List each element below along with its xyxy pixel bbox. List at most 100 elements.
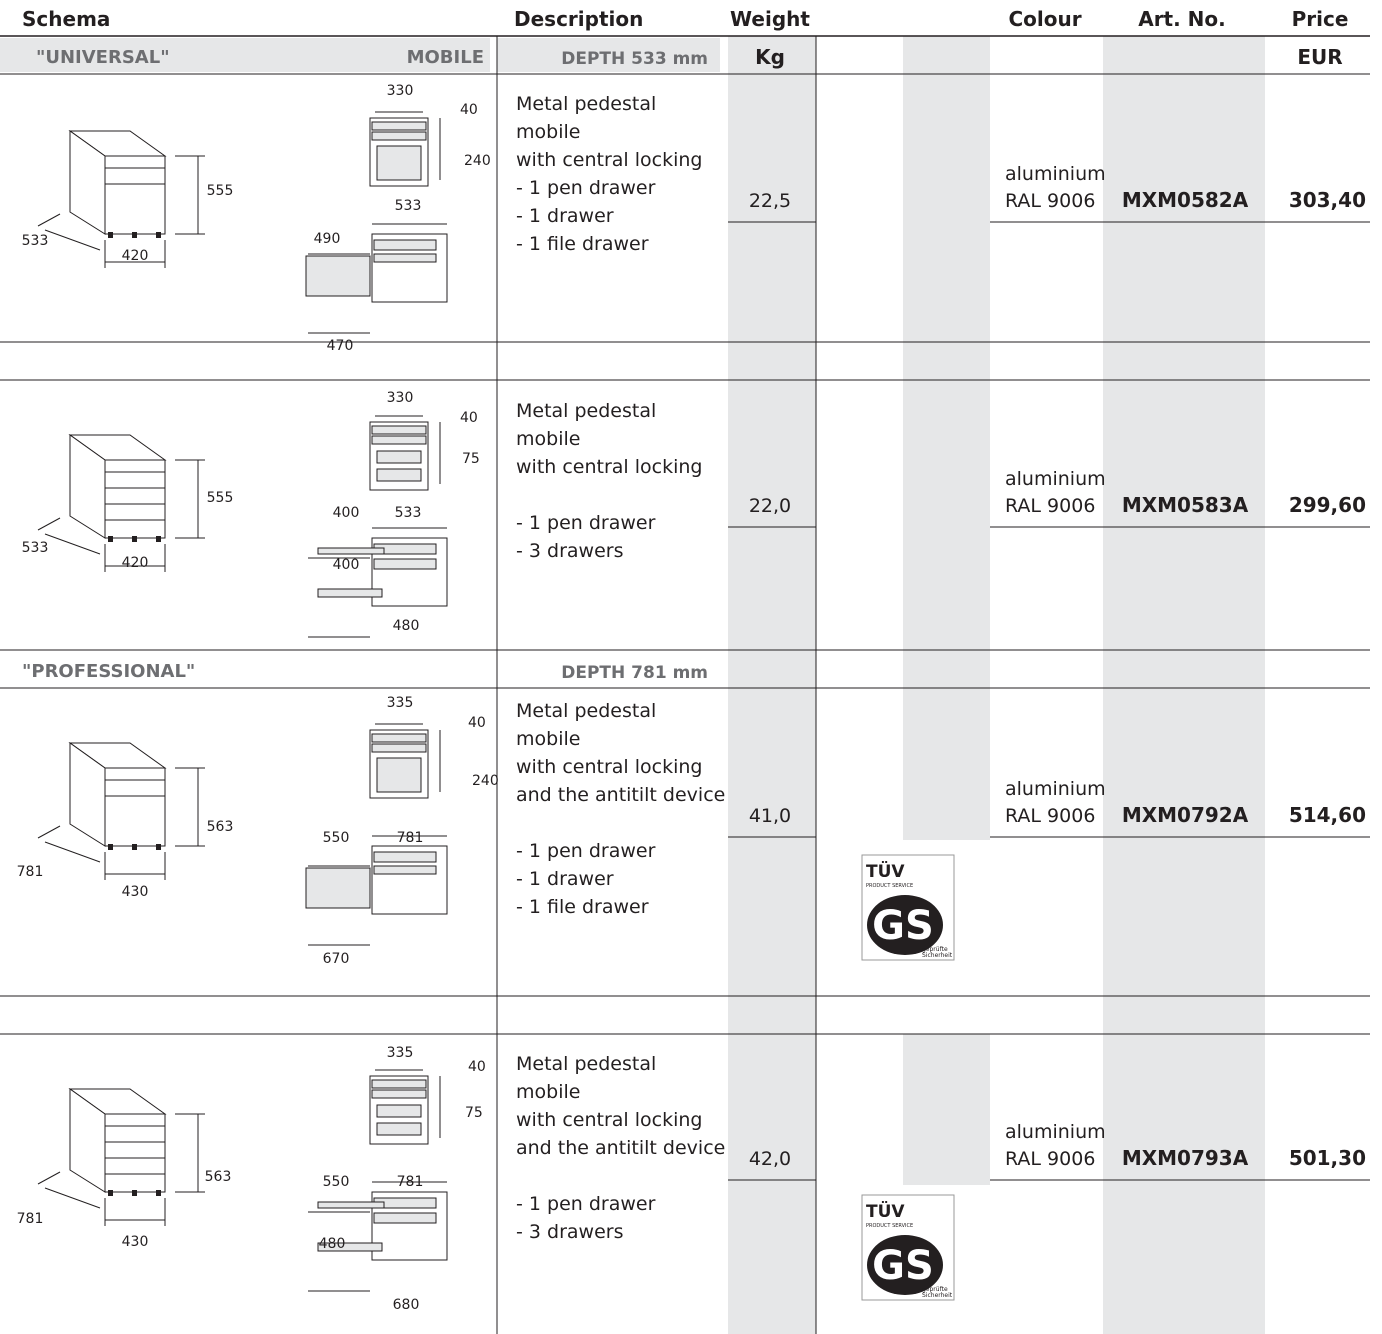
colour: aluminium bbox=[1005, 778, 1106, 800]
unit: Kg bbox=[755, 45, 785, 69]
dimension: 430 bbox=[122, 1234, 149, 1250]
shape bbox=[371, 733, 427, 743]
rule bbox=[37, 825, 61, 839]
description-line: Metal pedestal bbox=[516, 700, 656, 722]
description-line: with central locking bbox=[516, 1109, 702, 1131]
shape bbox=[903, 36, 990, 840]
shape bbox=[108, 1190, 113, 1196]
colour: RAL 9006 bbox=[1005, 1148, 1095, 1170]
dimension: 40 bbox=[460, 102, 478, 118]
cert-caption: Sicherheit bbox=[922, 952, 953, 959]
shape bbox=[728, 36, 816, 1334]
colour: aluminium bbox=[1005, 163, 1106, 185]
price: 303,40 bbox=[1289, 188, 1366, 212]
shape bbox=[305, 255, 371, 297]
description-line: and the antitilt device bbox=[516, 1137, 725, 1159]
section-depth: DEPTH 781 mm bbox=[561, 663, 708, 683]
shape bbox=[373, 851, 437, 863]
dimension: 40 bbox=[468, 1059, 486, 1075]
description-line: with central locking bbox=[516, 149, 702, 171]
description-line: and the antitilt device bbox=[516, 784, 725, 806]
shape bbox=[108, 232, 113, 238]
shape bbox=[108, 844, 113, 850]
dimension: 470 bbox=[327, 338, 354, 354]
shape bbox=[132, 844, 137, 850]
shape bbox=[0, 38, 490, 72]
cert-service: PRODUCT SERVICE bbox=[866, 883, 913, 889]
dimension: 781 bbox=[17, 864, 44, 880]
dimension: 330 bbox=[387, 83, 414, 99]
dimension: 550 bbox=[323, 1174, 350, 1190]
shape bbox=[132, 1190, 137, 1196]
shape bbox=[132, 232, 137, 238]
rule bbox=[44, 1187, 101, 1209]
dimension: 430 bbox=[122, 884, 149, 900]
cert-seal bbox=[867, 895, 943, 955]
description-line: Metal pedestal bbox=[516, 400, 656, 422]
cert-seal bbox=[867, 1235, 943, 1295]
shape bbox=[1103, 36, 1265, 1334]
weight: 22,5 bbox=[749, 190, 791, 212]
feature-line: - 1 pen drawer bbox=[516, 840, 656, 862]
rule bbox=[44, 229, 101, 251]
dimension: 533 bbox=[395, 505, 422, 521]
description-line: Metal pedestal bbox=[516, 93, 656, 115]
shape bbox=[373, 253, 437, 263]
description-line: mobile bbox=[516, 1081, 580, 1103]
description-line: mobile bbox=[516, 728, 580, 750]
shape bbox=[317, 1242, 383, 1252]
feature-line: - 3 drawers bbox=[516, 1221, 623, 1243]
colour: RAL 9006 bbox=[1005, 495, 1095, 517]
dimension: 563 bbox=[207, 819, 234, 835]
colour: aluminium bbox=[1005, 1121, 1106, 1143]
cert-mark: GS bbox=[872, 1243, 934, 1289]
shape bbox=[317, 588, 383, 598]
rule bbox=[37, 517, 61, 531]
shape bbox=[156, 536, 161, 542]
unit: EUR bbox=[1297, 45, 1342, 69]
dimension: 555 bbox=[207, 183, 234, 199]
section-type: MOBILE bbox=[407, 47, 484, 68]
cert-brand: TÜV bbox=[866, 860, 905, 882]
colour: RAL 9006 bbox=[1005, 805, 1095, 827]
description-line: with central locking bbox=[516, 456, 702, 478]
price: 501,30 bbox=[1289, 1146, 1366, 1170]
shape bbox=[156, 232, 161, 238]
dimension: 400 bbox=[333, 505, 360, 521]
price: 299,60 bbox=[1289, 493, 1366, 517]
shape bbox=[373, 239, 437, 251]
dimension: 335 bbox=[387, 695, 414, 711]
header-cell: Art. No. bbox=[1138, 7, 1226, 31]
dimension: 555 bbox=[207, 490, 234, 506]
dimension: 781 bbox=[17, 1211, 44, 1227]
dimension: 563 bbox=[205, 1169, 232, 1185]
dimension: 533 bbox=[395, 198, 422, 214]
dimension: 550 bbox=[323, 830, 350, 846]
shape bbox=[373, 865, 437, 875]
dimension: 480 bbox=[393, 618, 420, 634]
dimension: 490 bbox=[314, 231, 341, 247]
cert-caption: geprüfte bbox=[922, 1286, 948, 1293]
shape bbox=[305, 867, 371, 909]
section-name: "UNIVERSAL" bbox=[36, 47, 170, 68]
weight: 42,0 bbox=[749, 1148, 791, 1170]
dimension: 75 bbox=[462, 451, 480, 467]
shape bbox=[376, 468, 422, 482]
shape bbox=[104, 1113, 166, 1193]
cert-caption: Sicherheit bbox=[922, 1292, 953, 1299]
rule bbox=[44, 841, 101, 863]
shape bbox=[108, 536, 113, 542]
dimension: 670 bbox=[323, 951, 350, 967]
shape bbox=[371, 1089, 427, 1099]
header-cell: Colour bbox=[1008, 7, 1081, 31]
art-no: MXM0793A bbox=[1122, 1146, 1249, 1170]
dimension: 75 bbox=[465, 1105, 483, 1121]
shape bbox=[497, 38, 720, 72]
weight: 41,0 bbox=[749, 805, 791, 827]
rule bbox=[44, 533, 101, 555]
description-line: Metal pedestal bbox=[516, 1053, 656, 1075]
header-cell: Price bbox=[1292, 7, 1349, 31]
shape bbox=[373, 1212, 437, 1224]
feature-line: - 1 file drawer bbox=[516, 233, 649, 255]
